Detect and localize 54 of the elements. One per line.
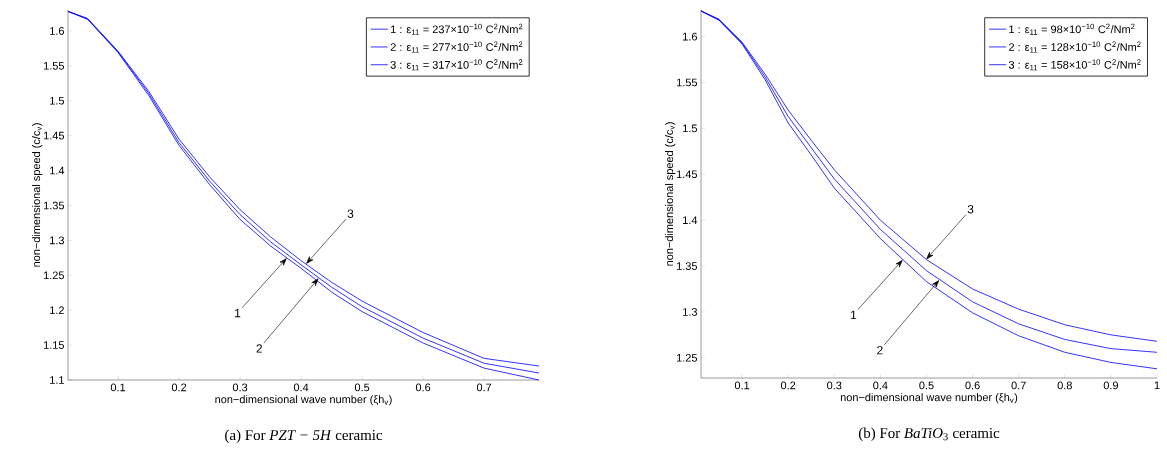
- y-axis-title: non−dimensional speed (c/c$_{v}$): [32, 123, 43, 267]
- legend-label: 2 : ε$_{11}$ = 277×10$^{−10}$ C$^{2}$/Nm$^{2}$: [390, 41, 523, 53]
- x-tick-label: 0.4: [873, 381, 888, 390]
- y-tick-label: 1.1: [50, 376, 64, 384]
- x-axis-title: non−dimensional wave number (ξh$_{v}$): [215, 395, 392, 406]
- y-tick-label: 1.25: [43, 271, 65, 280]
- annotation: 2: [877, 346, 883, 355]
- y-tick-label: 1.4: [50, 166, 65, 175]
- x-tick-label: 0.7: [476, 383, 492, 392]
- y-tick-label: 1.5: [683, 124, 698, 133]
- y-tick-label: 1.6: [683, 32, 697, 41]
- x-tick-label: 0.9: [1103, 381, 1118, 390]
- annotation: 1: [851, 310, 857, 320]
- legend-label: 2 : ε$_{11}$ = 128×10$^{−10}$ C$^{2}$/Nm$^{2}$: [1009, 41, 1141, 53]
- x-tick-label: 0.3: [232, 383, 248, 392]
- legend-label: 1 : ε$_{11}$ = 237×10$^{−10}$ C$^{2}$/Nm$^{2}$: [391, 23, 523, 35]
- y-tick-label: 1.5: [50, 96, 65, 105]
- x-tick-label: 0.2: [780, 381, 796, 390]
- y-tick-label: 1.3: [50, 236, 64, 245]
- x-tick-label: 0.2: [171, 383, 187, 392]
- legend-label: 1 : ε$_{11}$ = 98×10$^{−10}$ C$^{2}$/Nm$^{2}$: [1009, 23, 1135, 35]
- y-tick-label: 1.3: [683, 308, 697, 316]
- x-tick-label: 0.4: [293, 383, 309, 392]
- legend-label: 3 : ε$_{11}$ = 317×10$^{−10}$ C$^{2}$/Nm$^{2}$: [390, 59, 523, 71]
- y-axis-title: non−dimensional speed (c/c$_{v}$): [665, 122, 676, 266]
- annotation: 3: [967, 204, 974, 214]
- y-tick-label: 1.35: [43, 201, 65, 210]
- x-tick-label: 0.6: [965, 381, 980, 390]
- x-tick-label: 0.5: [919, 381, 934, 390]
- x-tick-label: 1: [1154, 381, 1160, 390]
- x-tick-label: 0.1: [110, 383, 126, 392]
- x-axis-title: non−dimensional wave number (ξh$_{v}$): [840, 393, 1018, 404]
- text: (a) For PZT − 5H ceramic: [225, 429, 383, 444]
- x-tick-label: 0.6: [415, 383, 431, 392]
- x-tick-label: 0.8: [1057, 381, 1072, 390]
- annotation: 1: [235, 309, 241, 318]
- y-tick-label: 1.45: [676, 170, 698, 179]
- y-tick-label: 1.55: [676, 78, 698, 87]
- y-tick-label: 1.6: [50, 27, 64, 35]
- y-tick-label: 1.15: [43, 341, 65, 349]
- x-tick-label: 0.1: [734, 381, 750, 390]
- x-tick-label: 0.5: [354, 383, 370, 392]
- text: (b) For BaTiO$_{3}$ ceramic: [858, 427, 1000, 442]
- y-tick-label: 1.25: [676, 353, 698, 362]
- x-tick-label: 0.3: [827, 381, 842, 390]
- y-tick-label: 1.55: [43, 62, 65, 70]
- annotation: 2: [256, 344, 262, 353]
- y-tick-label: 1.4: [683, 216, 698, 224]
- x-tick-label: 0.7: [1011, 381, 1026, 390]
- y-tick-label: 1.45: [43, 131, 65, 140]
- y-tick-label: 1.2: [50, 306, 64, 315]
- y-tick-label: 1.35: [676, 262, 698, 270]
- annotation: 3: [347, 209, 354, 218]
- legend-label: 3 : ε$_{11}$ = 158×10$^{−10}$ C$^{2}$/Nm$^{2}$: [1008, 59, 1141, 71]
